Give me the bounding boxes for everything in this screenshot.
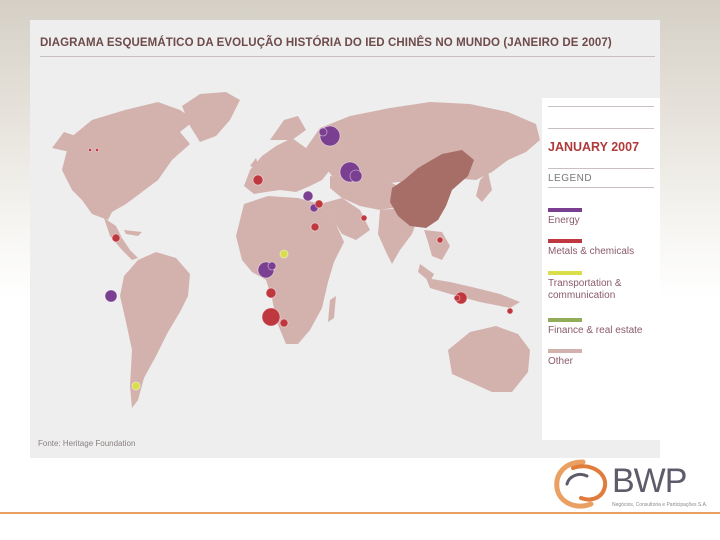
marker-energy	[302, 190, 314, 202]
legend-panel: JANUARY 2007 LEGEND Energy Metals & chem…	[542, 98, 660, 440]
legend-item-energy: Energy	[548, 208, 658, 227]
other-swatch	[548, 349, 582, 353]
legend-item-transport: Transportation & communication	[548, 271, 658, 302]
brand-name: BWP	[612, 462, 687, 500]
madagascar	[328, 296, 336, 322]
legend-item-metals: Metals & chemicals	[548, 239, 658, 258]
legend-divider	[548, 187, 654, 188]
source-note: Fonte: Heritage Foundation	[38, 439, 136, 448]
energy-swatch	[548, 208, 582, 212]
marker-metals	[314, 199, 324, 209]
south-america	[120, 252, 190, 408]
title-divider	[40, 56, 655, 57]
greenland	[182, 92, 240, 142]
legend-divider	[548, 106, 654, 107]
africa	[236, 196, 344, 344]
indonesia	[426, 278, 520, 308]
middle-east	[320, 198, 370, 240]
marker-metals	[360, 214, 368, 222]
legend-item-other: Other	[548, 349, 658, 368]
legend-label: Transportation & communication	[548, 278, 622, 301]
alaska	[52, 132, 76, 152]
marker-metals	[279, 318, 289, 328]
transport-swatch	[548, 271, 582, 275]
investment-markers	[88, 125, 514, 391]
legend-label: Metals & chemicals	[548, 246, 635, 257]
australia	[448, 326, 530, 392]
map-title: DIAGRAMA ESQUEMÁTICO DA EVOLUÇÃO HISTÓRI…	[40, 37, 612, 49]
map-figure: DIAGRAMA ESQUEMÁTICO DA EVOLUÇÃO HISTÓRI…	[30, 20, 660, 458]
marker-metals	[261, 307, 281, 327]
uk	[250, 158, 260, 170]
central-america	[104, 218, 138, 260]
legend-item-finance: Finance & real estate	[548, 318, 658, 337]
marker-metals	[310, 222, 320, 232]
scandinavia	[270, 116, 306, 140]
finance-swatch	[548, 318, 582, 322]
marker-energy	[104, 289, 118, 303]
marker-energy	[267, 261, 277, 271]
marker-energy	[349, 169, 363, 183]
marker-metals	[252, 174, 264, 186]
legend-divider	[548, 168, 654, 169]
legend-heading: LEGEND	[548, 173, 593, 184]
marker-metals	[88, 147, 93, 152]
marker-transport	[279, 249, 289, 259]
legend-divider	[548, 128, 654, 129]
marker-energy	[318, 127, 328, 137]
china-highlight	[390, 150, 474, 228]
footer-accent-line	[0, 512, 720, 514]
marker-metals	[95, 147, 100, 152]
europe	[244, 138, 330, 194]
north-america	[62, 102, 195, 220]
legend-label: Other	[548, 356, 574, 367]
swirl-icon	[554, 459, 608, 509]
brand-tagline: Negócios, Consultoria e Participações S.…	[612, 502, 708, 508]
legend-label: Energy	[548, 215, 580, 226]
marker-transport	[131, 381, 141, 391]
continents	[52, 92, 554, 408]
central-asia	[330, 176, 406, 210]
japan	[476, 172, 492, 202]
russia	[306, 102, 540, 184]
legend-title: JANUARY 2007	[548, 140, 640, 154]
brand-logo: BWP Negócios, Consultoria e Participaçõe…	[553, 458, 713, 513]
marker-metals	[436, 236, 444, 244]
cuba	[124, 230, 142, 236]
marker-metals	[265, 287, 277, 299]
southeast-asia	[424, 230, 450, 260]
marker-metals	[453, 294, 461, 302]
marker-metals	[506, 307, 514, 315]
marker-metals	[111, 233, 121, 243]
metals-swatch	[548, 239, 582, 243]
world-map	[52, 92, 554, 408]
sumatra	[418, 264, 434, 282]
legend-label: Finance & real estate	[548, 325, 643, 336]
